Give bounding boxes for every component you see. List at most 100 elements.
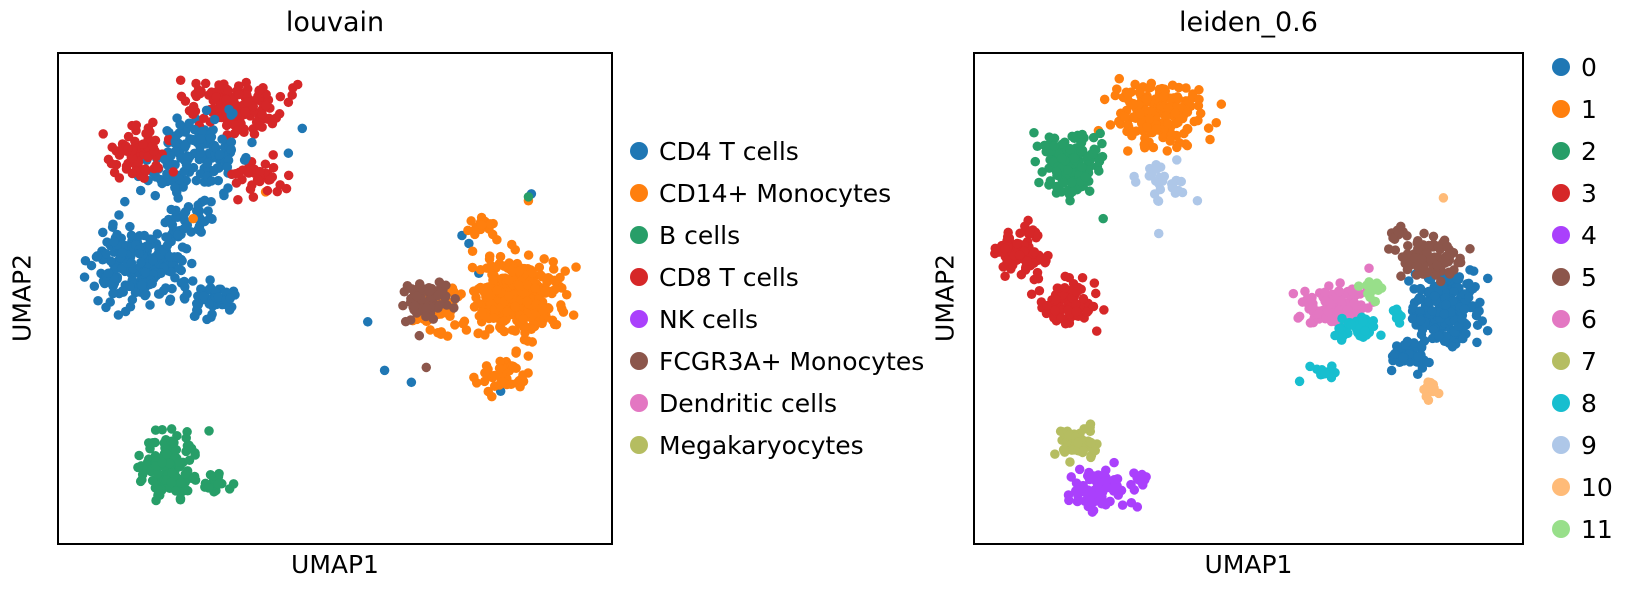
scatter-point — [480, 330, 490, 340]
scatter-point — [1070, 299, 1081, 310]
scatter-point — [179, 209, 189, 219]
scatter-point — [1472, 337, 1482, 348]
scatter-point — [1428, 231, 1439, 242]
y-axis-label-louvain: UMAP2 — [7, 254, 37, 342]
scatter-point — [160, 154, 170, 165]
scatter-point — [123, 131, 134, 142]
scatter-point — [1305, 361, 1315, 372]
scatter-point — [522, 280, 532, 290]
scatter-point — [406, 377, 417, 388]
scatter-point — [1417, 324, 1428, 335]
scatter-point — [538, 306, 549, 317]
scatter-point — [1364, 277, 1374, 287]
scatter-point — [141, 128, 151, 139]
scatter-point — [1412, 261, 1423, 272]
scatter-point — [134, 450, 144, 461]
scatter-point — [510, 301, 520, 312]
scatter-point — [183, 201, 194, 212]
scatter-point — [1041, 308, 1052, 319]
scatter-point — [1193, 115, 1203, 126]
scatter-point — [450, 320, 460, 330]
scatter-point — [1421, 391, 1432, 402]
scatter-point — [1416, 340, 1427, 350]
scatter-point — [1472, 320, 1483, 330]
scatter-point — [1102, 482, 1112, 493]
scatter-point — [1072, 287, 1082, 297]
scatter-point — [486, 260, 496, 271]
legend-label: 5 — [1581, 262, 1597, 292]
scatter-point — [166, 204, 177, 215]
scatter-point — [1415, 315, 1426, 326]
scatter-point — [518, 370, 528, 380]
scatter-point — [197, 126, 208, 137]
scatter-point — [514, 266, 525, 276]
scatter-point — [556, 300, 566, 310]
scatter-point — [1058, 178, 1069, 188]
scatter-point — [1409, 253, 1420, 263]
scatter-point — [1086, 452, 1096, 463]
scatter-point — [1051, 294, 1061, 305]
legend-swatch-icon — [1552, 142, 1570, 160]
scatter-point — [1110, 90, 1121, 101]
scatter-point — [1391, 304, 1402, 314]
scatter-point — [180, 469, 191, 479]
scatter-point — [137, 280, 147, 291]
scatter-point — [1402, 336, 1413, 347]
scatter-point — [1159, 91, 1169, 102]
scatter-point — [1347, 286, 1358, 297]
scatter-point — [459, 316, 470, 327]
scatter-point — [211, 92, 221, 102]
scatter-point — [503, 291, 514, 301]
scatter-point — [189, 311, 200, 322]
scatter-point — [1163, 103, 1174, 114]
scatter-point — [152, 229, 163, 239]
scatter-point — [1449, 286, 1459, 297]
legend-swatch-icon — [1552, 478, 1570, 496]
legend-swatch-icon — [630, 268, 648, 286]
scatter-point — [283, 97, 294, 108]
scatter-point — [1141, 94, 1152, 104]
scatter-point — [196, 86, 206, 96]
legend-item: CD14+ Monocytes — [630, 172, 924, 214]
scatter-point — [1176, 176, 1187, 187]
scatter-point — [167, 468, 177, 478]
scatter-point — [1398, 352, 1408, 363]
scatter-point — [469, 302, 480, 312]
scatter-point — [1154, 178, 1164, 189]
scatter-point — [1162, 118, 1173, 129]
scatter-point — [1349, 298, 1360, 308]
scatter-point — [1074, 464, 1085, 475]
scatter-point — [165, 267, 176, 277]
scatter-point — [233, 89, 244, 100]
scatter-point — [105, 256, 116, 266]
scatter-point — [190, 448, 200, 458]
scatter-point — [1063, 305, 1073, 316]
scatter-point — [92, 251, 103, 261]
scatter-point — [148, 255, 158, 265]
scatter-point — [1129, 468, 1139, 478]
scatter-point — [257, 109, 267, 120]
scatter-point — [1064, 495, 1074, 506]
legend-leiden: 0 1 2 3 4 5 6 7 8 9 10 11 — [1552, 46, 1613, 550]
legend-item: CD8 T cells — [630, 256, 924, 298]
scatter-point — [1211, 117, 1222, 128]
scatter-point — [1059, 283, 1070, 293]
scatter-point — [114, 210, 124, 220]
scatter-point — [547, 315, 558, 325]
scatter-point — [523, 192, 534, 202]
scatter-point — [209, 114, 220, 125]
scatter-point — [1305, 318, 1316, 328]
scatter-point — [121, 161, 132, 171]
scatter-point — [990, 243, 1001, 254]
scatter-point — [1090, 288, 1101, 299]
scatter-point — [164, 458, 175, 469]
scatter-point — [206, 176, 217, 186]
scatter-point — [1139, 475, 1150, 485]
legend-swatch-icon — [1552, 58, 1570, 76]
scatter-point — [184, 455, 195, 466]
legend-label: CD8 T cells — [659, 262, 799, 292]
scatter-point — [117, 286, 128, 296]
scatter-point — [1182, 124, 1193, 134]
scatter-point — [137, 475, 147, 485]
scatter-point — [1109, 483, 1120, 493]
